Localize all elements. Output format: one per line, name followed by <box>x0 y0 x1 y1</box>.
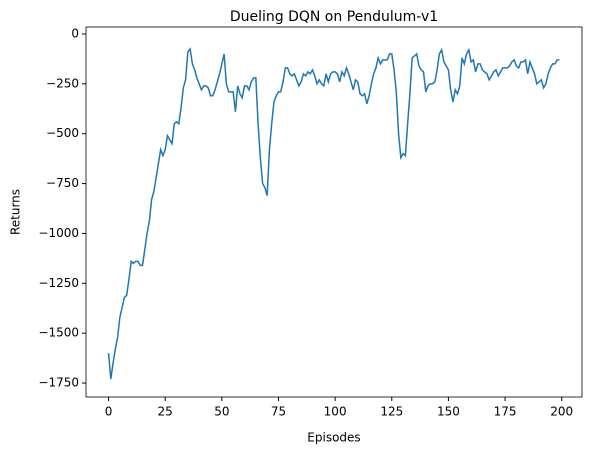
x-tick-label: 150 <box>437 405 460 419</box>
axes-frame <box>85 26 583 398</box>
y-tick-label: −250 <box>46 76 79 90</box>
line <box>107 47 560 380</box>
x-tick-label: 0 <box>105 405 113 419</box>
chart-title: Dueling DQN on Pendulum-v1 <box>230 9 438 25</box>
y-tick-label: −750 <box>46 176 79 190</box>
y-tick-label: −500 <box>46 126 79 140</box>
x-axis-label: Episodes <box>307 431 360 445</box>
x-tick-label: 100 <box>324 405 347 419</box>
x-tick-label: 200 <box>550 405 573 419</box>
x-tick-label: 125 <box>380 405 403 419</box>
x-tick-label: 50 <box>214 405 229 419</box>
y-tick-label: −1250 <box>38 276 79 290</box>
x-tick-label: 75 <box>271 405 286 419</box>
y-tick-label: −1750 <box>38 376 79 390</box>
y-tick-label: 0 <box>71 26 79 40</box>
x-tick-label: 175 <box>494 405 517 419</box>
y-tick-label: −1000 <box>38 226 79 240</box>
y-tick-label: −1500 <box>38 326 79 340</box>
x-tick-label: 25 <box>158 405 173 419</box>
y-axis-label: Returns <box>9 189 23 235</box>
